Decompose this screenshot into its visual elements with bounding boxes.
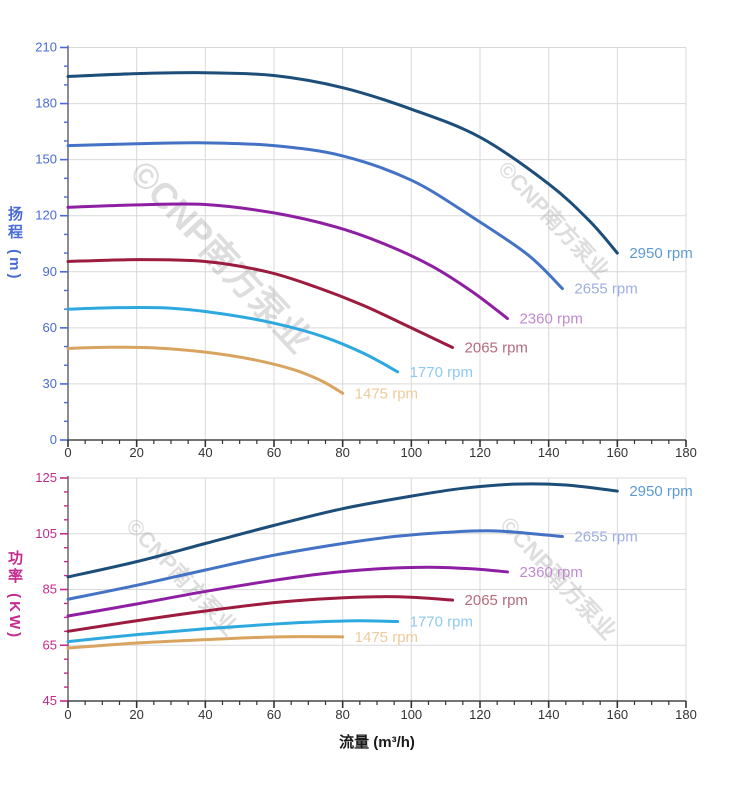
x-tick-label: 140: [538, 445, 560, 460]
y-tick-label: 65: [43, 637, 57, 652]
head-axis-title: 扬程 (m): [6, 206, 23, 282]
curve-2065-rpm-head-curve-chart: [66, 258, 455, 349]
y-tick-label: 90: [43, 264, 57, 279]
x-tick-label: 40: [198, 445, 212, 460]
y-tick-label: 210: [35, 40, 57, 55]
gridlines: [68, 47, 687, 701]
curve-1475-rpm-head-curve-chart: [66, 345, 345, 395]
curve-label-2065-rpm-head-curve-chart: 2065 rpm: [465, 339, 528, 356]
curve-label-2360-rpm-power-curve-chart: 2360 rpm: [519, 564, 582, 581]
curve-label-2065-rpm-power-curve-chart: 2065 rpm: [465, 592, 528, 609]
curve-2065-rpm-power-curve-chart: [66, 595, 455, 633]
curve-1770-rpm-power-curve-chart: [66, 619, 400, 644]
curve-label-2655-rpm-power-curve-chart: 2655 rpm: [574, 529, 637, 546]
curve-label-1475-rpm-head-curve-chart: 1475 rpm: [355, 385, 418, 402]
curve-2360-rpm-head-curve-chart: [66, 202, 509, 321]
x-tick-label: 60: [267, 707, 281, 722]
curve-2655-rpm-head-curve-chart: [66, 141, 564, 291]
axes: 0 30 60 90 120 150 180 210 0 20 40 60 80 100 120 140 160…: [35, 40, 697, 723]
x-tick-label: 180: [675, 707, 697, 722]
x-tick-label: 20: [129, 445, 143, 460]
y-tick-label: 30: [43, 376, 57, 391]
curve-2950-rpm-head-curve-chart: [66, 71, 619, 255]
y-tick-label: 85: [43, 582, 57, 597]
curve-label-1770-rpm-power-curve-chart: 1770 rpm: [410, 614, 473, 631]
x-tick-label: 0: [64, 445, 71, 460]
x-tick-label: 160: [606, 445, 628, 460]
curve-label-2950-rpm-head-curve-chart: 2950 rpm: [629, 245, 692, 262]
y-tick-label: 150: [35, 152, 57, 167]
y-tick-label: 120: [35, 208, 57, 223]
x-tick-label: 100: [400, 445, 422, 460]
curve-1770-rpm-head-curve-chart: [66, 306, 400, 374]
x-tick-label: 140: [538, 707, 560, 722]
curve-2950-rpm-power-curve-chart: [66, 482, 619, 579]
y-tick-label: 45: [43, 693, 57, 708]
x-tick-label: 180: [675, 445, 697, 460]
power-axis-title: 功率 (KW): [6, 550, 23, 641]
y-tick-label: 0: [50, 432, 57, 447]
y-tick-label: 105: [35, 526, 57, 541]
y-tick-label: 125: [35, 470, 57, 485]
curve-1475-rpm-power-curve-chart: [66, 635, 345, 650]
x-tick-label: 40: [198, 707, 212, 722]
watermark: ©CNP南方泵业: [122, 152, 320, 360]
x-tick-label: 80: [335, 707, 349, 722]
curves: 2950 rpm 2655 rpm 2360 rpm 2065 rpm 1770 rpm…: [66, 71, 693, 650]
watermark: ©CNP南方泵业: [493, 156, 614, 283]
curve-label-1770-rpm-head-curve-chart: 1770 rpm: [410, 364, 473, 381]
curve-label-2655-rpm-head-curve-chart: 2655 rpm: [574, 281, 637, 298]
x-tick-label: 80: [335, 445, 349, 460]
curve-2655-rpm-power-curve-chart: [66, 529, 564, 601]
x-tick-label: 120: [469, 707, 491, 722]
curve-label-2360-rpm-head-curve-chart: 2360 rpm: [519, 311, 582, 328]
x-tick-label: 20: [129, 707, 143, 722]
x-tick-label: 160: [606, 707, 628, 722]
curve-label-2950-rpm-power-curve-chart: 2950 rpm: [629, 483, 692, 500]
x-tick-label: 100: [400, 707, 422, 722]
curve-2360-rpm-power-curve-chart: [66, 565, 509, 618]
x-tick-label: 60: [267, 445, 281, 460]
x-tick-label: 0: [64, 707, 71, 722]
curve-label-1475-rpm-power-curve-chart: 1475 rpm: [355, 629, 418, 646]
y-tick-label: 180: [35, 96, 57, 111]
x-tick-label: 120: [469, 445, 491, 460]
y-tick-label: 60: [43, 320, 57, 335]
flow-axis-title: 流量 (m³/h): [339, 734, 415, 751]
